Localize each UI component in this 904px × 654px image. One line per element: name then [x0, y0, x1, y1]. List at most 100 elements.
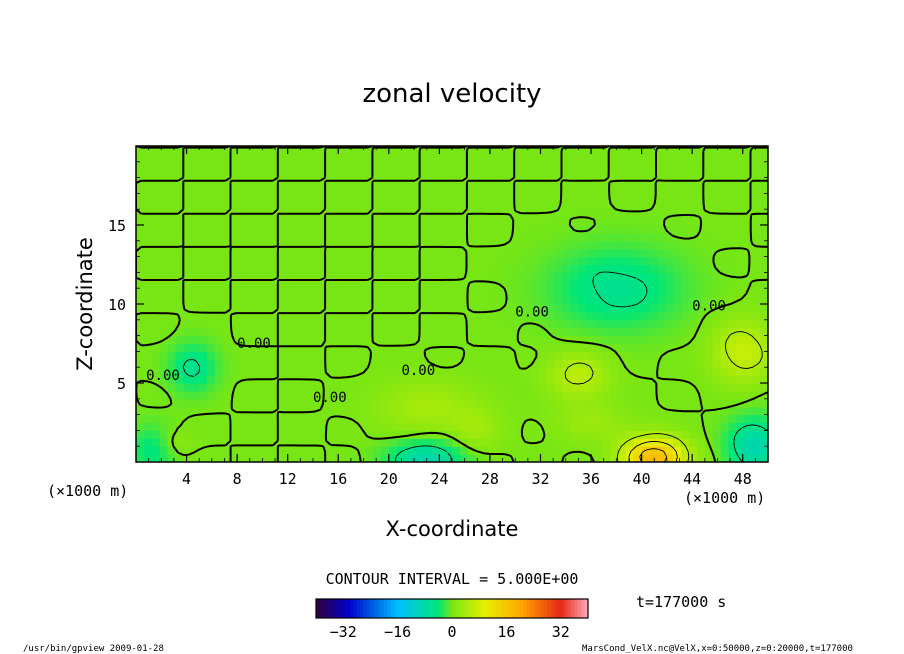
field-cell	[531, 327, 540, 337]
field-cell	[452, 161, 461, 171]
field-cell	[380, 343, 390, 352]
field-cell	[452, 351, 461, 360]
field-cell	[570, 296, 579, 305]
field-cell	[151, 367, 161, 376]
field-cell	[712, 422, 722, 431]
field-cell	[191, 438, 200, 447]
field-cell	[175, 280, 184, 289]
field-cell	[159, 319, 169, 329]
field-cell	[254, 256, 263, 266]
field-cell	[578, 296, 587, 305]
field-cell	[459, 390, 469, 400]
field-cell	[562, 454, 572, 462]
field-cell	[594, 446, 603, 455]
field-cell	[531, 390, 540, 400]
field-cell	[459, 161, 469, 171]
field-cell	[744, 422, 753, 431]
field-cell	[270, 232, 279, 242]
field-cell	[562, 185, 572, 194]
field-cell	[625, 375, 635, 384]
field-cell	[175, 438, 184, 447]
field-cell	[167, 225, 177, 234]
field-cell	[728, 311, 737, 321]
field-cell	[270, 454, 279, 462]
field-cell	[309, 193, 319, 202]
field-cell	[689, 430, 698, 439]
field-cell	[515, 359, 524, 368]
field-cell	[712, 185, 722, 194]
field-cell	[357, 319, 366, 329]
field-cell	[238, 438, 248, 447]
field-cell	[728, 406, 737, 416]
field-cell	[712, 438, 722, 447]
field-cell	[428, 280, 437, 289]
field-cell	[499, 153, 508, 163]
field-cell	[760, 153, 768, 163]
field-cell	[681, 311, 690, 321]
field-cell	[143, 185, 153, 194]
field-cell	[143, 280, 153, 289]
field-cell	[278, 430, 287, 439]
field-cell	[689, 161, 698, 171]
field-cell	[175, 288, 184, 297]
field-cell	[183, 146, 192, 155]
field-cell	[254, 201, 263, 210]
field-cell	[665, 359, 674, 368]
field-cell	[728, 383, 737, 392]
field-cell	[254, 217, 263, 226]
field-cell	[175, 161, 184, 171]
field-cell	[175, 256, 184, 266]
field-cell	[610, 398, 619, 408]
colorbar-cell	[431, 599, 436, 618]
field-cell	[183, 296, 192, 305]
field-cell	[270, 430, 279, 439]
field-cell	[483, 438, 493, 447]
field-cell	[286, 232, 295, 242]
field-cell	[420, 327, 429, 337]
field-cell	[554, 225, 564, 234]
field-cell	[151, 414, 161, 424]
field-cell	[444, 280, 453, 289]
field-cell	[215, 398, 224, 408]
field-cell	[278, 288, 287, 297]
field-cell	[325, 185, 335, 194]
field-cell	[538, 169, 548, 179]
field-cell	[720, 375, 730, 384]
field-cell	[459, 185, 469, 194]
field-cell	[317, 343, 327, 352]
field-cell	[681, 225, 690, 234]
field-cell	[246, 272, 256, 281]
field-cell	[499, 185, 508, 194]
field-cell	[491, 367, 500, 376]
field-cell	[254, 343, 263, 352]
field-cell	[365, 430, 374, 439]
field-cell	[183, 327, 192, 337]
field-cell	[570, 256, 579, 266]
field-cell	[246, 311, 256, 321]
field-cell	[744, 398, 753, 408]
field-cell	[586, 398, 595, 408]
field-cell	[538, 438, 548, 447]
field-cell	[175, 335, 184, 345]
field-cell	[238, 367, 248, 376]
colorbar-cell	[370, 599, 375, 618]
field-cell	[712, 430, 722, 439]
field-cell	[222, 217, 232, 226]
field-cell	[396, 446, 406, 455]
field-cell	[136, 296, 145, 305]
field-cell	[309, 422, 319, 431]
field-cell	[625, 327, 635, 337]
field-cell	[262, 327, 271, 337]
field-cell	[736, 359, 745, 368]
field-cell	[633, 209, 643, 218]
field-cell	[689, 359, 698, 368]
field-cell	[246, 225, 256, 234]
field-cell	[594, 438, 603, 447]
field-cell	[649, 288, 658, 297]
field-cell	[262, 185, 271, 194]
field-cell	[491, 454, 500, 462]
field-cell	[760, 177, 768, 187]
field-cell	[467, 454, 477, 462]
field-cell	[254, 272, 263, 281]
field-cell	[499, 304, 508, 313]
